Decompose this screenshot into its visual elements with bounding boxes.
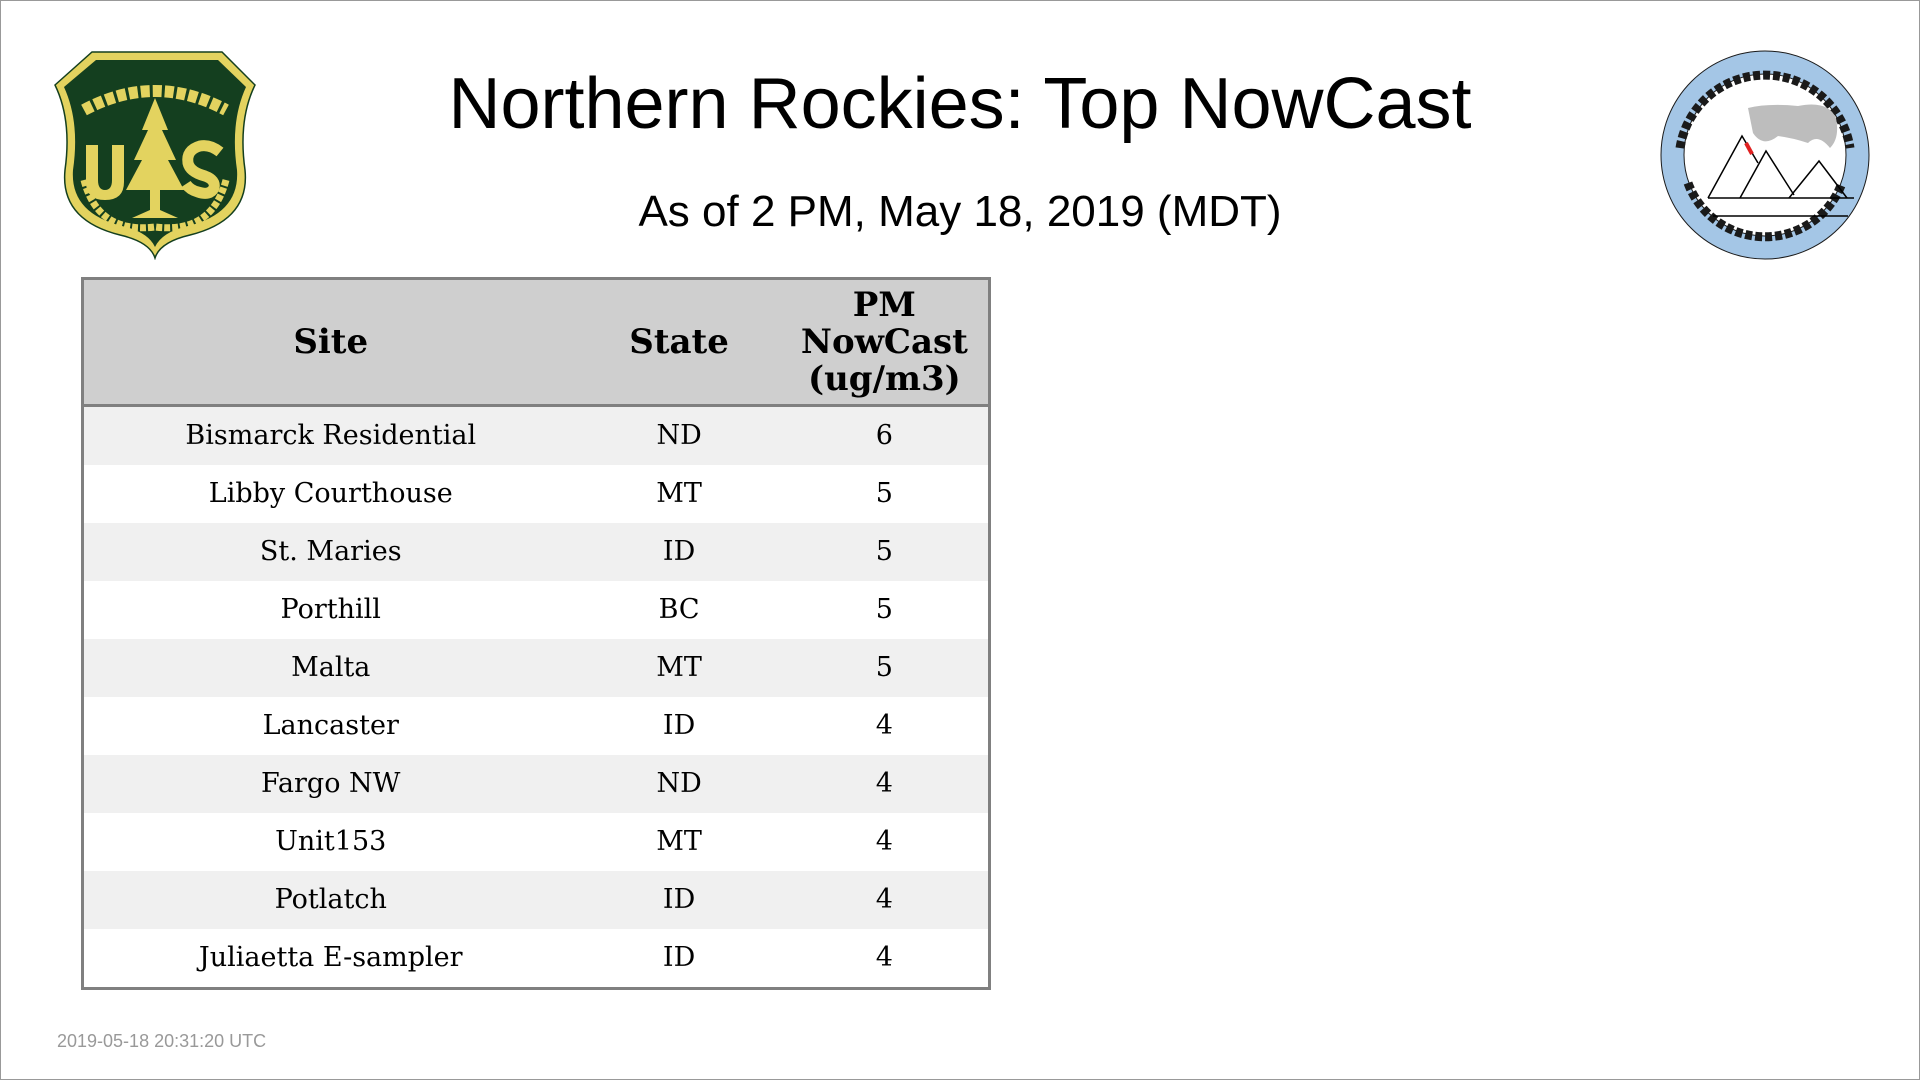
table-row: Libby Courthouse MT 5	[82, 465, 990, 523]
cell-pm-nowcast: 5	[780, 639, 990, 697]
column-header-pm-nowcast: PM NowCast (ug/m3)	[780, 278, 990, 407]
cell-state: MT	[577, 639, 781, 697]
nowcast-table: Site State PM NowCast (ug/m3) Bismarck R…	[81, 277, 991, 990]
cell-site: St. Maries	[82, 523, 578, 581]
cell-state: ID	[577, 929, 781, 989]
cell-state: BC	[577, 581, 781, 639]
cell-site: Potlatch	[82, 871, 578, 929]
header-line: (ug/m3)	[807, 358, 961, 399]
footer-timestamp: 2019-05-18 20:31:20 UTC	[57, 1031, 267, 1051]
cell-pm-nowcast: 5	[780, 523, 990, 581]
table-row: Unit153 MT 4	[82, 813, 990, 871]
header-line: NowCast	[800, 321, 968, 362]
cell-site: Bismarck Residential	[82, 405, 578, 465]
table-row: Malta MT 5	[82, 639, 990, 697]
cell-state: MT	[577, 465, 781, 523]
cell-state: ID	[577, 523, 781, 581]
cell-site: Unit153	[82, 813, 578, 871]
cell-site: Malta	[82, 639, 578, 697]
cell-pm-nowcast: 4	[780, 755, 990, 813]
cell-site: Juliaetta E-sampler	[82, 929, 578, 989]
cell-pm-nowcast: 6	[780, 405, 990, 465]
cell-pm-nowcast: 4	[780, 813, 990, 871]
table-row: Bismarck Residential ND 6	[82, 405, 990, 465]
cell-pm-nowcast: 4	[780, 697, 990, 755]
table-row: Juliaetta E-sampler ID 4	[82, 929, 990, 989]
page-title: Northern Rockies: Top NowCast	[448, 64, 1472, 144]
cell-site: Porthill	[82, 581, 578, 639]
column-header-state: State	[577, 278, 781, 407]
cell-pm-nowcast: 4	[780, 871, 990, 929]
cell-site: Fargo NW	[82, 755, 578, 813]
cell-state: ND	[577, 405, 781, 465]
cell-site: Libby Courthouse	[82, 465, 578, 523]
table-row: St. Maries ID 5	[82, 523, 990, 581]
cell-pm-nowcast: 5	[780, 465, 990, 523]
table-row: Potlatch ID 4	[82, 871, 990, 929]
cell-site: Lancaster	[82, 697, 578, 755]
cell-pm-nowcast: 5	[780, 581, 990, 639]
header-line: PM	[852, 284, 916, 325]
table-row: Fargo NW ND 4	[82, 755, 990, 813]
cell-pm-nowcast: 4	[780, 929, 990, 989]
cell-state: ND	[577, 755, 781, 813]
wildland-fire-seal-logo	[1660, 50, 1870, 260]
page-subtitle: As of 2 PM, May 18, 2019 (MDT)	[638, 187, 1282, 236]
table-row: Porthill BC 5	[82, 581, 990, 639]
cell-state: ID	[577, 871, 781, 929]
table-header-row: Site State PM NowCast (ug/m3)	[82, 278, 990, 407]
cell-state: ID	[577, 697, 781, 755]
table-row: Lancaster ID 4	[82, 697, 990, 755]
cell-state: MT	[577, 813, 781, 871]
column-header-site: Site	[82, 278, 578, 407]
forest-service-logo	[54, 51, 256, 260]
